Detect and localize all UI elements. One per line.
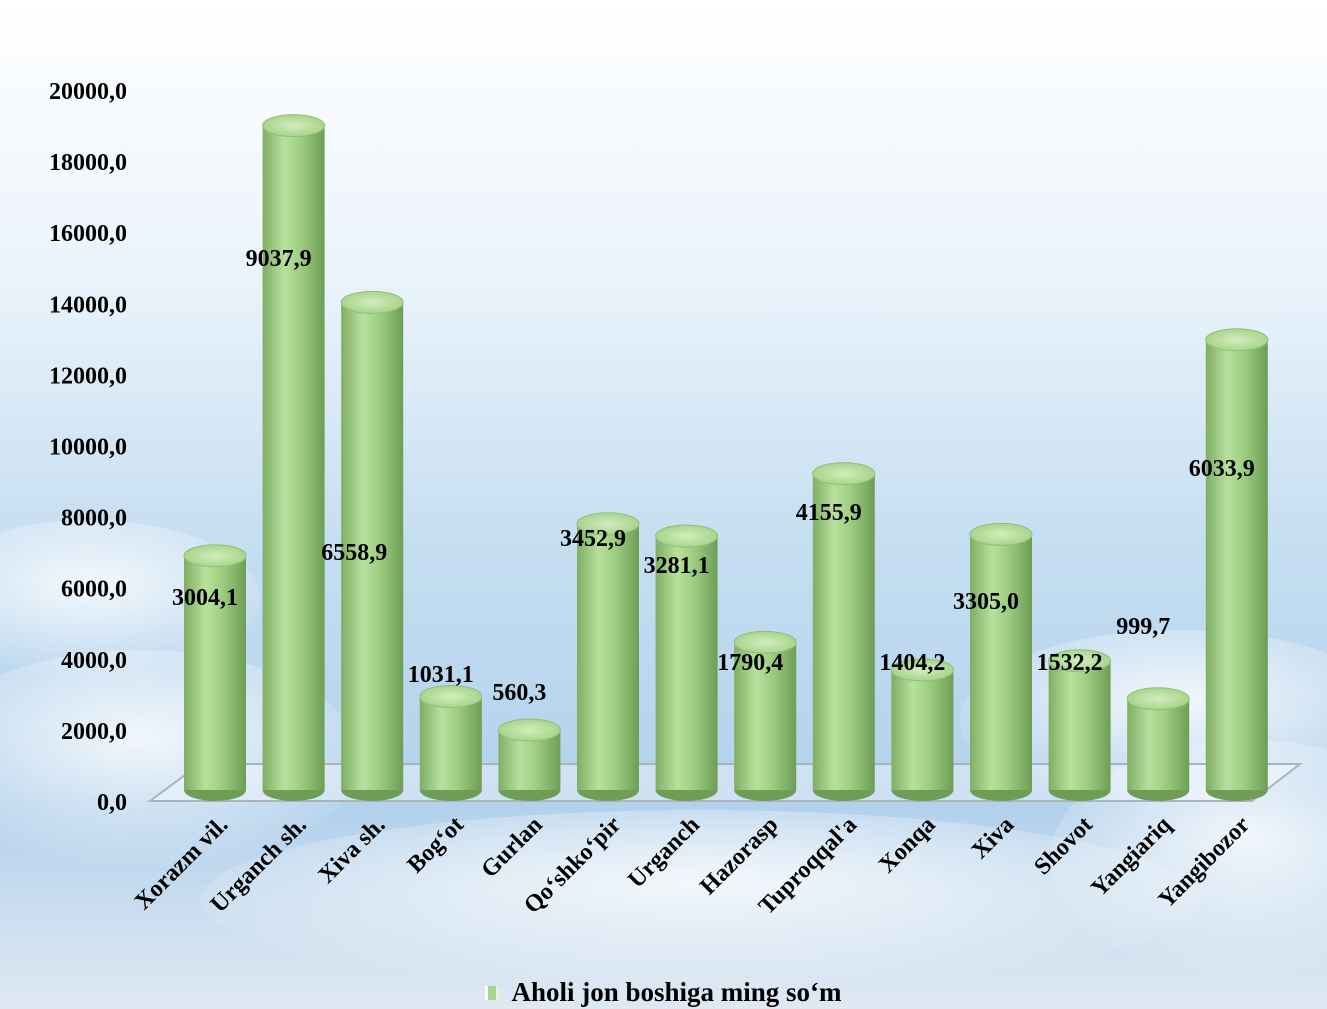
bar [1048, 649, 1112, 801]
data-label: 3452,9 [560, 526, 626, 552]
y-tick-label: 12000,0 [49, 363, 127, 389]
bar [340, 290, 404, 801]
bar [1205, 328, 1269, 801]
y-axis: 0,0 2000,0 4000,0 6000,0 8000,0 10000,0 12000,… [49, 79, 127, 816]
data-label: 3305,0 [953, 589, 1019, 615]
y-tick-label: 14000,0 [49, 292, 127, 318]
x-tick-label: Xonqa [874, 812, 940, 878]
bar [576, 512, 640, 801]
y-tick-label: 2000,0 [61, 719, 127, 745]
data-label: 1031,1 [408, 662, 474, 688]
data-labels: 3004,1 9037,9 6558,9 1031,1 560,3 3452,9 3281,… [172, 246, 1255, 706]
bar [812, 462, 876, 801]
x-tick-label: Urganch [623, 812, 705, 894]
x-tick-label: Xiva [967, 812, 1019, 864]
data-label: 999,7 [1116, 614, 1170, 640]
bar [183, 544, 247, 801]
data-label: 3004,1 [172, 585, 238, 611]
bar [419, 684, 483, 801]
data-label: 4155,9 [796, 500, 862, 526]
bar [497, 718, 561, 801]
x-tick-label: Bog‘ot [403, 812, 469, 878]
bar [969, 522, 1033, 801]
y-tick-label: 8000,0 [61, 506, 127, 532]
y-tick-label: 0,0 [97, 790, 127, 816]
bar [733, 630, 797, 801]
bar [1126, 687, 1190, 801]
data-label: 3281,1 [644, 553, 710, 579]
bar [890, 658, 954, 801]
data-label: 6033,9 [1189, 456, 1255, 482]
y-tick-label: 18000,0 [49, 150, 127, 176]
x-axis: Xorazm vil.Urganch sh. Xiva sh. Bog‘ot Gurl… [130, 811, 1255, 919]
legend-label: Aholi jon boshiga ming so‘m [511, 977, 842, 1007]
x-tick-label: Xiva sh. [314, 812, 391, 889]
bar [655, 524, 719, 801]
data-label: 560,3 [492, 680, 546, 706]
data-label: 9037,9 [246, 246, 312, 272]
data-label: 1790,4 [717, 650, 783, 676]
y-tick-label: 16000,0 [49, 221, 127, 247]
bars [183, 114, 1269, 801]
bar [262, 114, 326, 801]
data-label: 1404,2 [879, 650, 945, 676]
legend: Aholi jon boshiga ming so‘m [0, 976, 1327, 1009]
data-label: 6558,9 [321, 540, 387, 566]
y-tick-label: 6000,0 [61, 577, 127, 603]
y-tick-label: 4000,0 [61, 648, 127, 674]
x-tick-label: Shovot [1029, 812, 1097, 880]
y-tick-label: 10000,0 [49, 435, 127, 461]
y-tick-label: 20000,0 [49, 79, 127, 105]
data-label: 1532,2 [1037, 650, 1103, 676]
legend-swatch [485, 985, 500, 1000]
x-tick-label: Gurlan [476, 812, 547, 883]
